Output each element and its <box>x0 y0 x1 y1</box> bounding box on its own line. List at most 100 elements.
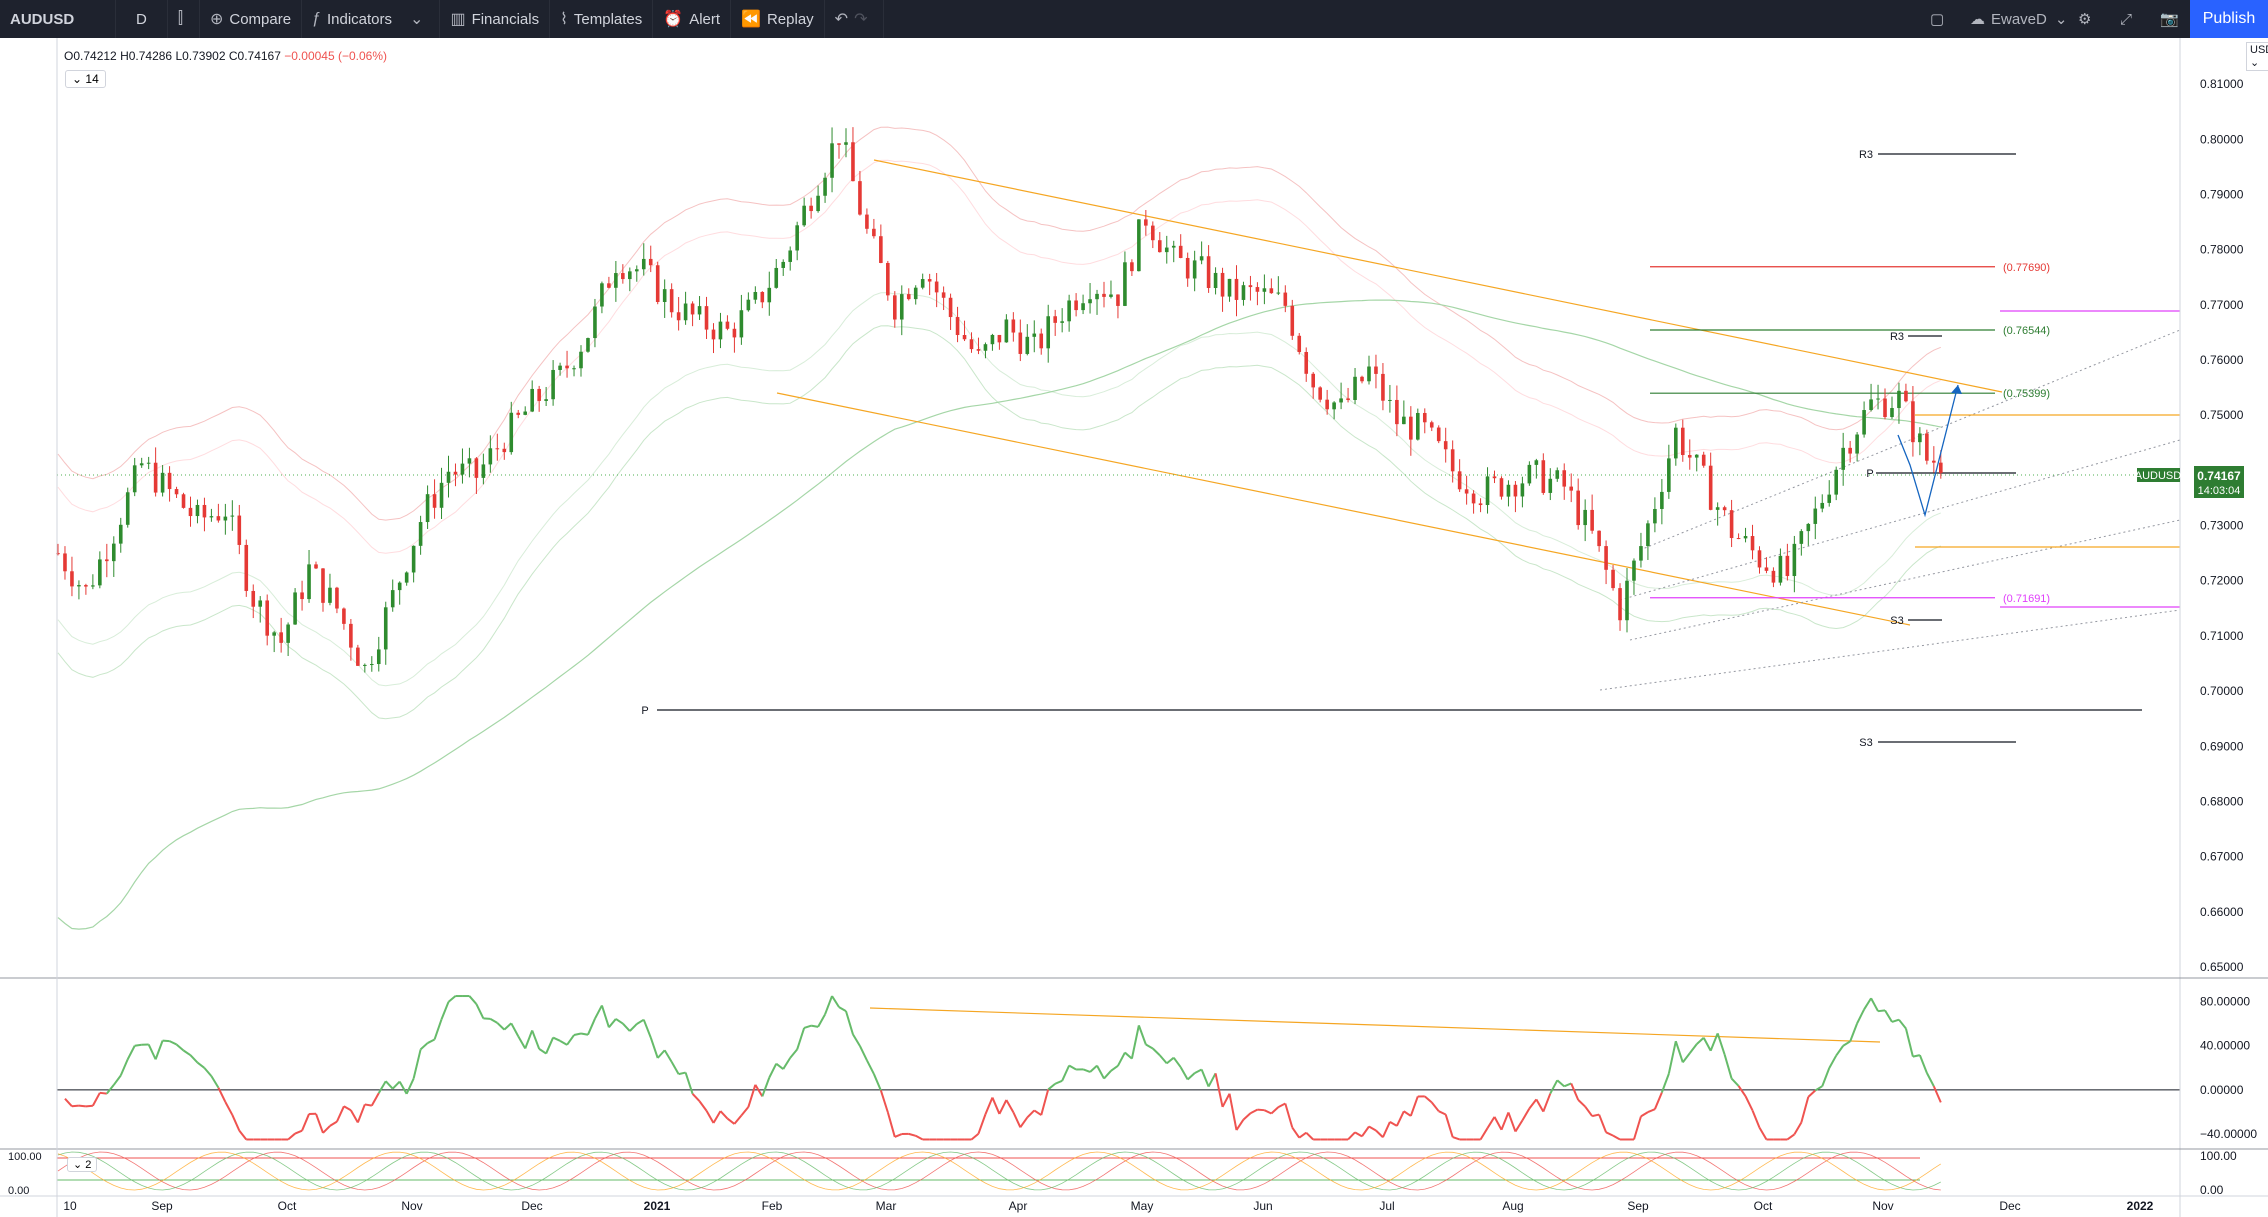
candle-body <box>1911 401 1915 443</box>
candle-body <box>1513 484 1518 497</box>
fullscreen-icon: ⤢ <box>2120 10 2133 28</box>
templates-button[interactable]: ⌇ Templates <box>550 0 654 38</box>
candle-body <box>223 516 228 521</box>
price-tick-label: 0.72000 <box>2200 574 2244 588</box>
rsi-segment <box>1814 1085 1823 1092</box>
symbol-search[interactable]: AUDUSD <box>0 0 116 38</box>
rsi-segment <box>1152 1047 1161 1056</box>
alert-button[interactable]: ⏰ Alert <box>653 0 732 38</box>
candle-body <box>530 388 534 412</box>
arrow-head <box>1951 385 1962 394</box>
band-line <box>57 159 1941 554</box>
rsi-segment <box>789 1048 798 1059</box>
candle-body <box>753 291 758 300</box>
rsi-segment <box>1842 1040 1851 1047</box>
rsi-segment <box>879 1090 889 1113</box>
rsi-segment <box>845 1010 854 1035</box>
time-tick-label: Jun <box>1253 1199 1272 1213</box>
rsi-segment <box>733 1114 743 1125</box>
indicator-collapse-badge[interactable]: ⌄ 14 <box>65 70 106 88</box>
rsi-segment <box>977 1113 987 1135</box>
candle-body <box>63 553 67 572</box>
fullscreen-button[interactable]: ⤢ <box>2120 0 2132 38</box>
candle-body <box>363 664 367 666</box>
rsi-segment <box>1514 1119 1524 1133</box>
candle-body <box>328 587 332 603</box>
rsi-segment <box>866 1059 875 1075</box>
settings-button[interactable]: ⚙ <box>2078 0 2091 38</box>
candle-body <box>1499 478 1504 497</box>
rsi-segment <box>691 1093 701 1102</box>
candle-body <box>1478 503 1483 506</box>
rsi-segment <box>1214 1073 1224 1108</box>
candle-body <box>1841 447 1845 470</box>
replay-button[interactable]: ⏪ Replay <box>731 0 825 38</box>
candle-body <box>1736 538 1741 540</box>
candle-body <box>349 623 353 648</box>
rsi-segment <box>1172 1057 1182 1068</box>
open-value: O0.74212 <box>64 49 117 63</box>
rsi-segment <box>1179 1066 1189 1080</box>
snapshot-button[interactable]: 📷 <box>2160 0 2179 38</box>
rsi-segment <box>824 995 833 1015</box>
candle-body <box>1102 293 1106 297</box>
candle-body <box>1429 422 1434 428</box>
chevron-down-icon[interactable]: ⌄ <box>410 11 424 28</box>
interval-button[interactable]: D <box>116 0 168 38</box>
candle-body <box>1646 523 1650 547</box>
stoch-collapse-badge[interactable]: ⌄ 2 <box>67 1157 98 1172</box>
rsi-segment <box>1884 1009 1893 1023</box>
rewind-icon: ⏪ <box>741 11 761 28</box>
publish-button[interactable]: Publish <box>2190 0 2268 38</box>
stoch-tick-label: 100.00 <box>2200 1149 2237 1163</box>
chart-type-button[interactable]: ⫿ <box>168 0 200 38</box>
candle-body <box>1151 225 1155 241</box>
candle-body <box>467 458 472 464</box>
rsi-segment <box>99 1091 107 1095</box>
candle-body <box>997 334 1002 343</box>
candle-body <box>70 571 74 587</box>
candle-body <box>174 489 179 495</box>
rsi-segment <box>1347 1131 1356 1141</box>
candle-body <box>307 564 311 600</box>
redo-icon[interactable]: ↷ <box>854 11 868 28</box>
rsi-segment <box>287 1132 296 1141</box>
rsi-segment <box>1354 1131 1363 1138</box>
candle-body <box>1255 287 1260 292</box>
stoch-line <box>57 1151 1942 1191</box>
indicators-button[interactable]: ƒ Indicators ⌄ <box>302 0 441 38</box>
candle-body <box>216 516 221 521</box>
candle-body <box>1095 293 1099 300</box>
rsi-segment <box>1570 1083 1580 1101</box>
undo-icon[interactable]: ↶ <box>834 11 849 28</box>
candle-body <box>739 310 744 338</box>
rsi-segment <box>817 1013 826 1028</box>
rsi-segment <box>1257 1108 1265 1112</box>
candle-body <box>1443 441 1448 450</box>
currency-select[interactable]: USD ⌄ <box>2246 42 2268 71</box>
rsi-segment <box>364 1103 372 1107</box>
candle-body <box>77 585 81 587</box>
rsi-segment <box>468 995 478 1005</box>
candle-body <box>98 559 102 586</box>
layout-toggle[interactable]: ▢ <box>1930 0 1944 38</box>
rsi-segment <box>886 1111 896 1138</box>
rsi-segment <box>1019 1116 1029 1128</box>
financials-button[interactable]: ▥ Financials <box>440 0 551 38</box>
stoch-left-label: 100.00 <box>8 1151 42 1163</box>
compare-button[interactable]: ⊕ Compare <box>200 0 303 38</box>
fib-level-label: (0.77690) <box>2003 262 2050 274</box>
change-value: −0.00045 (−0.06%) <box>284 49 387 63</box>
rsi-segment <box>1918 1054 1928 1074</box>
rsi-segment <box>294 1129 303 1135</box>
candle-body <box>1750 536 1755 551</box>
layout-save-button[interactable]: ☁ EwaveD ⌄ <box>1970 0 2067 38</box>
rsi-segment <box>524 1030 534 1049</box>
candle-body <box>1932 460 1936 463</box>
time-tick-label: Apr <box>1009 1199 1028 1213</box>
candle-body <box>1339 398 1343 403</box>
high-value: H0.74286 <box>120 49 173 63</box>
candle-body <box>690 303 695 315</box>
candle-body <box>648 258 653 266</box>
